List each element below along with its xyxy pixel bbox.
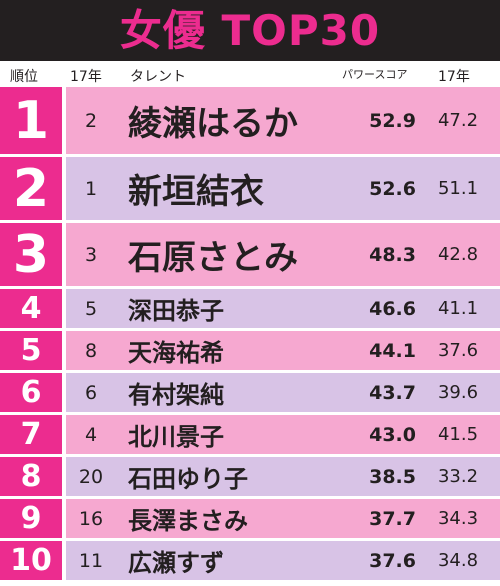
talent-name: 広瀬すず <box>128 549 224 577</box>
table-row: 10 11 広瀬すず 37.6 34.8 <box>0 541 500 580</box>
row-band <box>66 157 500 220</box>
prev-year-score: 39.6 <box>437 382 479 403</box>
prev-year-score: 41.1 <box>437 298 479 319</box>
rank-number: 9 <box>0 499 62 538</box>
power-score: 52.6 <box>369 177 416 200</box>
row-band <box>66 223 500 286</box>
table-row: 9 16 長澤まさみ 37.7 34.3 <box>0 499 500 538</box>
header-power-score: パワースコア <box>342 68 408 81</box>
power-score: 46.6 <box>369 297 416 320</box>
power-score: 37.6 <box>369 549 416 572</box>
table-row: 4 5 深田恭子 46.6 41.1 <box>0 289 500 328</box>
prev-year-score: 34.8 <box>437 550 479 571</box>
prev-year-rank: 5 <box>84 297 98 320</box>
row-band <box>66 457 500 496</box>
talent-name: 長澤まさみ <box>128 507 248 535</box>
rank-number: 6 <box>0 373 62 412</box>
power-score: 48.3 <box>369 243 416 266</box>
row-band <box>66 289 500 328</box>
table-row: 8 20 石田ゆり子 38.5 33.2 <box>0 457 500 496</box>
prev-year-rank: 8 <box>84 339 98 362</box>
power-score: 52.9 <box>369 109 416 132</box>
rank-number: 3 <box>0 223 62 286</box>
row-band <box>66 415 500 454</box>
rank-number: 8 <box>0 457 62 496</box>
table-row: 6 6 有村架純 43.7 39.6 <box>0 373 500 412</box>
table-row: 1 2 綾瀬はるか 52.9 47.2 <box>0 87 500 154</box>
talent-name: 有村架純 <box>128 381 224 409</box>
prev-year-rank: 6 <box>84 381 98 404</box>
prev-year-score: 34.3 <box>437 508 479 529</box>
power-score: 37.7 <box>369 507 416 530</box>
prev-year-score: 51.1 <box>437 178 479 199</box>
table-row: 2 1 新垣結衣 52.6 51.1 <box>0 157 500 220</box>
prev-year-score: 47.2 <box>437 110 479 131</box>
row-band <box>66 87 500 154</box>
prev-year-rank: 2 <box>84 109 98 132</box>
table-row: 5 8 天海祐希 44.1 37.6 <box>0 331 500 370</box>
talent-name: 石田ゆり子 <box>128 465 248 493</box>
header-talent: タレント <box>130 69 186 85</box>
prev-year-rank: 16 <box>78 507 104 530</box>
header-rank: 順位 <box>10 69 38 85</box>
prev-year-score: 42.8 <box>437 244 479 265</box>
rank-number: 7 <box>0 415 62 454</box>
rank-number: 10 <box>0 541 62 580</box>
power-score: 44.1 <box>369 339 416 362</box>
row-band <box>66 373 500 412</box>
prev-year-rank: 4 <box>84 423 98 446</box>
row-band <box>66 541 500 580</box>
prev-year-rank: 11 <box>78 549 104 572</box>
page-title: 女優 TOP30 <box>119 5 381 55</box>
prev-year-rank: 1 <box>84 177 98 200</box>
talent-name: 天海祐希 <box>128 339 224 367</box>
power-score: 43.0 <box>369 423 416 446</box>
talent-name: 北川景子 <box>128 423 224 451</box>
prev-year-rank: 3 <box>84 243 98 266</box>
title-bar: 女優 TOP30 <box>0 0 500 61</box>
power-score: 38.5 <box>369 465 416 488</box>
talent-name: 深田恭子 <box>128 297 224 325</box>
header-prev-year: 17年 <box>70 69 102 85</box>
column-header: 順位 17年 タレント パワースコア 17年 <box>0 61 500 87</box>
rank-number: 5 <box>0 331 62 370</box>
rank-number: 4 <box>0 289 62 328</box>
power-score: 43.7 <box>369 381 416 404</box>
ranking-rows: 1 2 綾瀬はるか 52.9 47.2 2 1 新垣結衣 52.6 51.1 3 3 石原さとみ 48.3… <box>0 87 500 583</box>
prev-year-score: 41.5 <box>437 424 479 445</box>
table-row: 7 4 北川景子 43.0 41.5 <box>0 415 500 454</box>
prev-year-score: 33.2 <box>437 466 479 487</box>
rank-number: 1 <box>0 87 62 154</box>
row-band <box>66 331 500 370</box>
row-band <box>66 499 500 538</box>
talent-name: 新垣結衣 <box>128 172 264 212</box>
talent-name: 石原さとみ <box>128 238 298 278</box>
header-prev-score: 17年 <box>438 69 470 85</box>
prev-year-score: 37.6 <box>437 340 479 361</box>
prev-year-rank: 20 <box>78 465 104 488</box>
talent-name: 綾瀬はるか <box>128 104 298 144</box>
rank-number: 2 <box>0 157 62 220</box>
table-row: 3 3 石原さとみ 48.3 42.8 <box>0 223 500 286</box>
